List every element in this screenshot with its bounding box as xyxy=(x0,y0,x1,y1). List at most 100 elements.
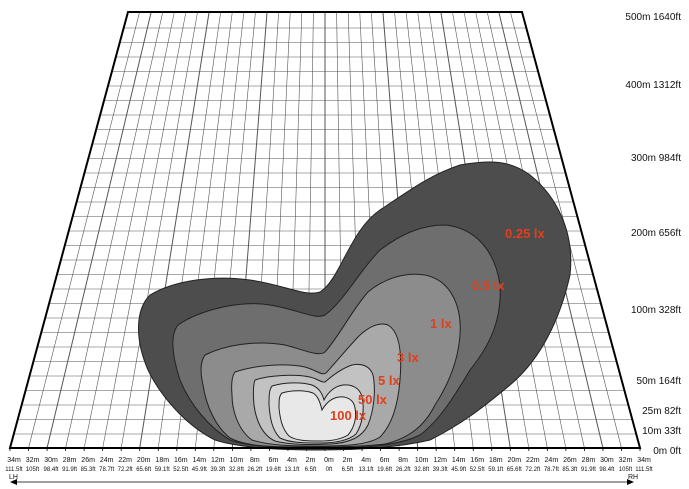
lateral-label-m: 8m xyxy=(250,457,260,464)
lateral-label-m: 4m xyxy=(361,457,371,464)
distance-label-500m: 500m 1640ft xyxy=(625,12,681,23)
grid-column-line xyxy=(46,11,152,449)
distance-label-50m: 50m 164ft xyxy=(637,376,682,387)
lateral-label-ft: 39.3ft xyxy=(433,467,448,473)
lateral-label-ft: 26.2ft xyxy=(396,467,411,473)
lateral-label-ft: 111.5ft xyxy=(5,467,23,473)
lateral-label-m: 28m xyxy=(63,457,77,464)
lateral-label-m: 12m xyxy=(211,457,225,464)
lateral-label-m: 14m xyxy=(192,457,206,464)
lateral-label-m: 10m xyxy=(230,457,244,464)
lateral-label-m: 26m xyxy=(563,457,577,464)
lateral-label-m: 34m xyxy=(637,457,651,464)
lateral-label-m: 28m xyxy=(582,457,596,464)
lateral-label-ft: 78.7ft xyxy=(544,467,559,473)
lateral-label-m: 32m xyxy=(619,457,633,464)
grid-column-line xyxy=(120,11,198,449)
grid-column-line xyxy=(83,11,175,449)
lateral-label-ft: 0ft xyxy=(326,467,333,473)
lateral-label-ft: 65.6ft xyxy=(507,467,522,473)
lateral-label-m: 24m xyxy=(545,457,559,464)
lateral-label-ft: 105ft xyxy=(619,467,633,473)
lateral-label-ft: 39.3ft xyxy=(210,467,225,473)
lateral-label-m: 20m xyxy=(507,457,521,464)
lateral-label-ft: 91.9ft xyxy=(581,467,596,473)
lateral-label-m: 0m xyxy=(324,457,334,464)
lateral-label-m: 2m xyxy=(306,457,316,464)
lateral-label-ft: 52.5ft xyxy=(173,467,188,473)
grid-column-line xyxy=(28,11,140,449)
lateral-label-ft: 72.2ft xyxy=(118,467,133,473)
lux-label-1: 1 lx xyxy=(430,316,452,331)
lateral-label-ft: 72.2ft xyxy=(525,467,540,473)
left-arrow-icon xyxy=(10,479,17,485)
contour-100-lux xyxy=(278,390,357,442)
lateral-label-ft: 45.9ft xyxy=(192,467,207,473)
lux-contours xyxy=(138,161,572,451)
lateral-label-m: 30m xyxy=(600,457,614,464)
rh-label: RH xyxy=(628,474,638,481)
lux-label-100: 100 lx xyxy=(330,408,367,423)
lateral-label-m: 16m xyxy=(174,457,188,464)
distance-label-300m: 300m 984ft xyxy=(631,153,681,164)
lateral-label-ft: 19.6ft xyxy=(377,467,392,473)
lateral-label-m: 34m xyxy=(7,457,21,464)
lateral-label-ft: 59.1ft xyxy=(155,467,170,473)
lateral-label-ft: 13.1ft xyxy=(359,467,374,473)
lateral-label-ft: 26.2ft xyxy=(247,467,262,473)
lateral-label-m: 22m xyxy=(118,457,132,464)
lateral-label-m: 4m xyxy=(287,457,297,464)
lateral-label-ft: 52.5ft xyxy=(470,467,485,473)
lateral-label-ft: 85.3ft xyxy=(562,467,577,473)
lateral-label-ft: 32.8ft xyxy=(229,467,244,473)
distance-label-25m: 25m 82ft xyxy=(642,406,681,417)
lateral-label-ft: 19.6ft xyxy=(266,467,281,473)
lateral-label-m: 16m xyxy=(470,457,484,464)
lux-label-50: 50 lx xyxy=(358,392,388,407)
lateral-label-m: 18m xyxy=(489,457,503,464)
lateral-label-ft: 91.9ft xyxy=(62,467,77,473)
lateral-label-ft: 32.8ft xyxy=(414,467,429,473)
lateral-label-ft: 85.3ft xyxy=(81,467,96,473)
lateral-label-ft: 105ft xyxy=(26,467,40,473)
lateral-label-m: 14m xyxy=(452,457,466,464)
grid-column-line xyxy=(65,11,164,449)
lateral-label-ft: 111.5ft xyxy=(635,467,653,473)
lh-label: LH xyxy=(9,474,18,481)
distance-label-0m: 0m 0ft xyxy=(653,446,681,457)
distance-label-400m: 400m 1312ft xyxy=(625,80,681,91)
lateral-label-ft: 6.5ft xyxy=(342,467,354,473)
grid-outline xyxy=(8,11,642,449)
distance-labels: 500m 1640ft 400m 1312ft 300m 984ft 200m … xyxy=(625,12,681,457)
lateral-label-m: 30m xyxy=(44,457,58,464)
lux-label-5: 5 lx xyxy=(378,373,400,388)
lateral-label-m: 8m xyxy=(398,457,408,464)
direction-axis: LH RH xyxy=(9,474,638,485)
right-arrow-icon xyxy=(627,479,634,485)
grid-column-line xyxy=(102,11,187,449)
distance-label-100m: 100m 328ft xyxy=(631,305,681,316)
lux-labels: 0.25 lx 0.5 lx 1 lx 3 lx 5 lx 50 lx 100 … xyxy=(330,226,546,423)
lateral-label-m: 2m xyxy=(343,457,353,464)
lateral-label-ft: 98.4ft xyxy=(44,467,59,473)
lateral-distance-labels: 34m111.5ft32m105ft30m98.4ft28m91.9ft26m8… xyxy=(5,457,653,473)
lateral-label-ft: 98.4ft xyxy=(599,467,614,473)
lux-label-3: 3 lx xyxy=(397,350,419,365)
lateral-label-ft: 6.5ft xyxy=(305,467,317,473)
lateral-label-ft: 45.9ft xyxy=(451,467,466,473)
lux-label-0-25: 0.25 lx xyxy=(505,226,546,241)
lateral-label-m: 20m xyxy=(137,457,151,464)
lateral-label-m: 22m xyxy=(526,457,540,464)
lateral-label-m: 24m xyxy=(100,457,114,464)
lateral-label-m: 6m xyxy=(380,457,390,464)
lateral-label-ft: 65.6ft xyxy=(136,467,151,473)
lateral-label-m: 12m xyxy=(433,457,447,464)
distance-label-10m: 10m 33ft xyxy=(642,426,681,437)
lateral-label-m: 32m xyxy=(26,457,40,464)
lateral-label-ft: 13.1ft xyxy=(284,467,299,473)
lateral-label-m: 18m xyxy=(155,457,169,464)
lateral-label-m: 6m xyxy=(269,457,279,464)
lateral-label-ft: 59.1ft xyxy=(488,467,503,473)
lateral-label-m: 26m xyxy=(81,457,95,464)
